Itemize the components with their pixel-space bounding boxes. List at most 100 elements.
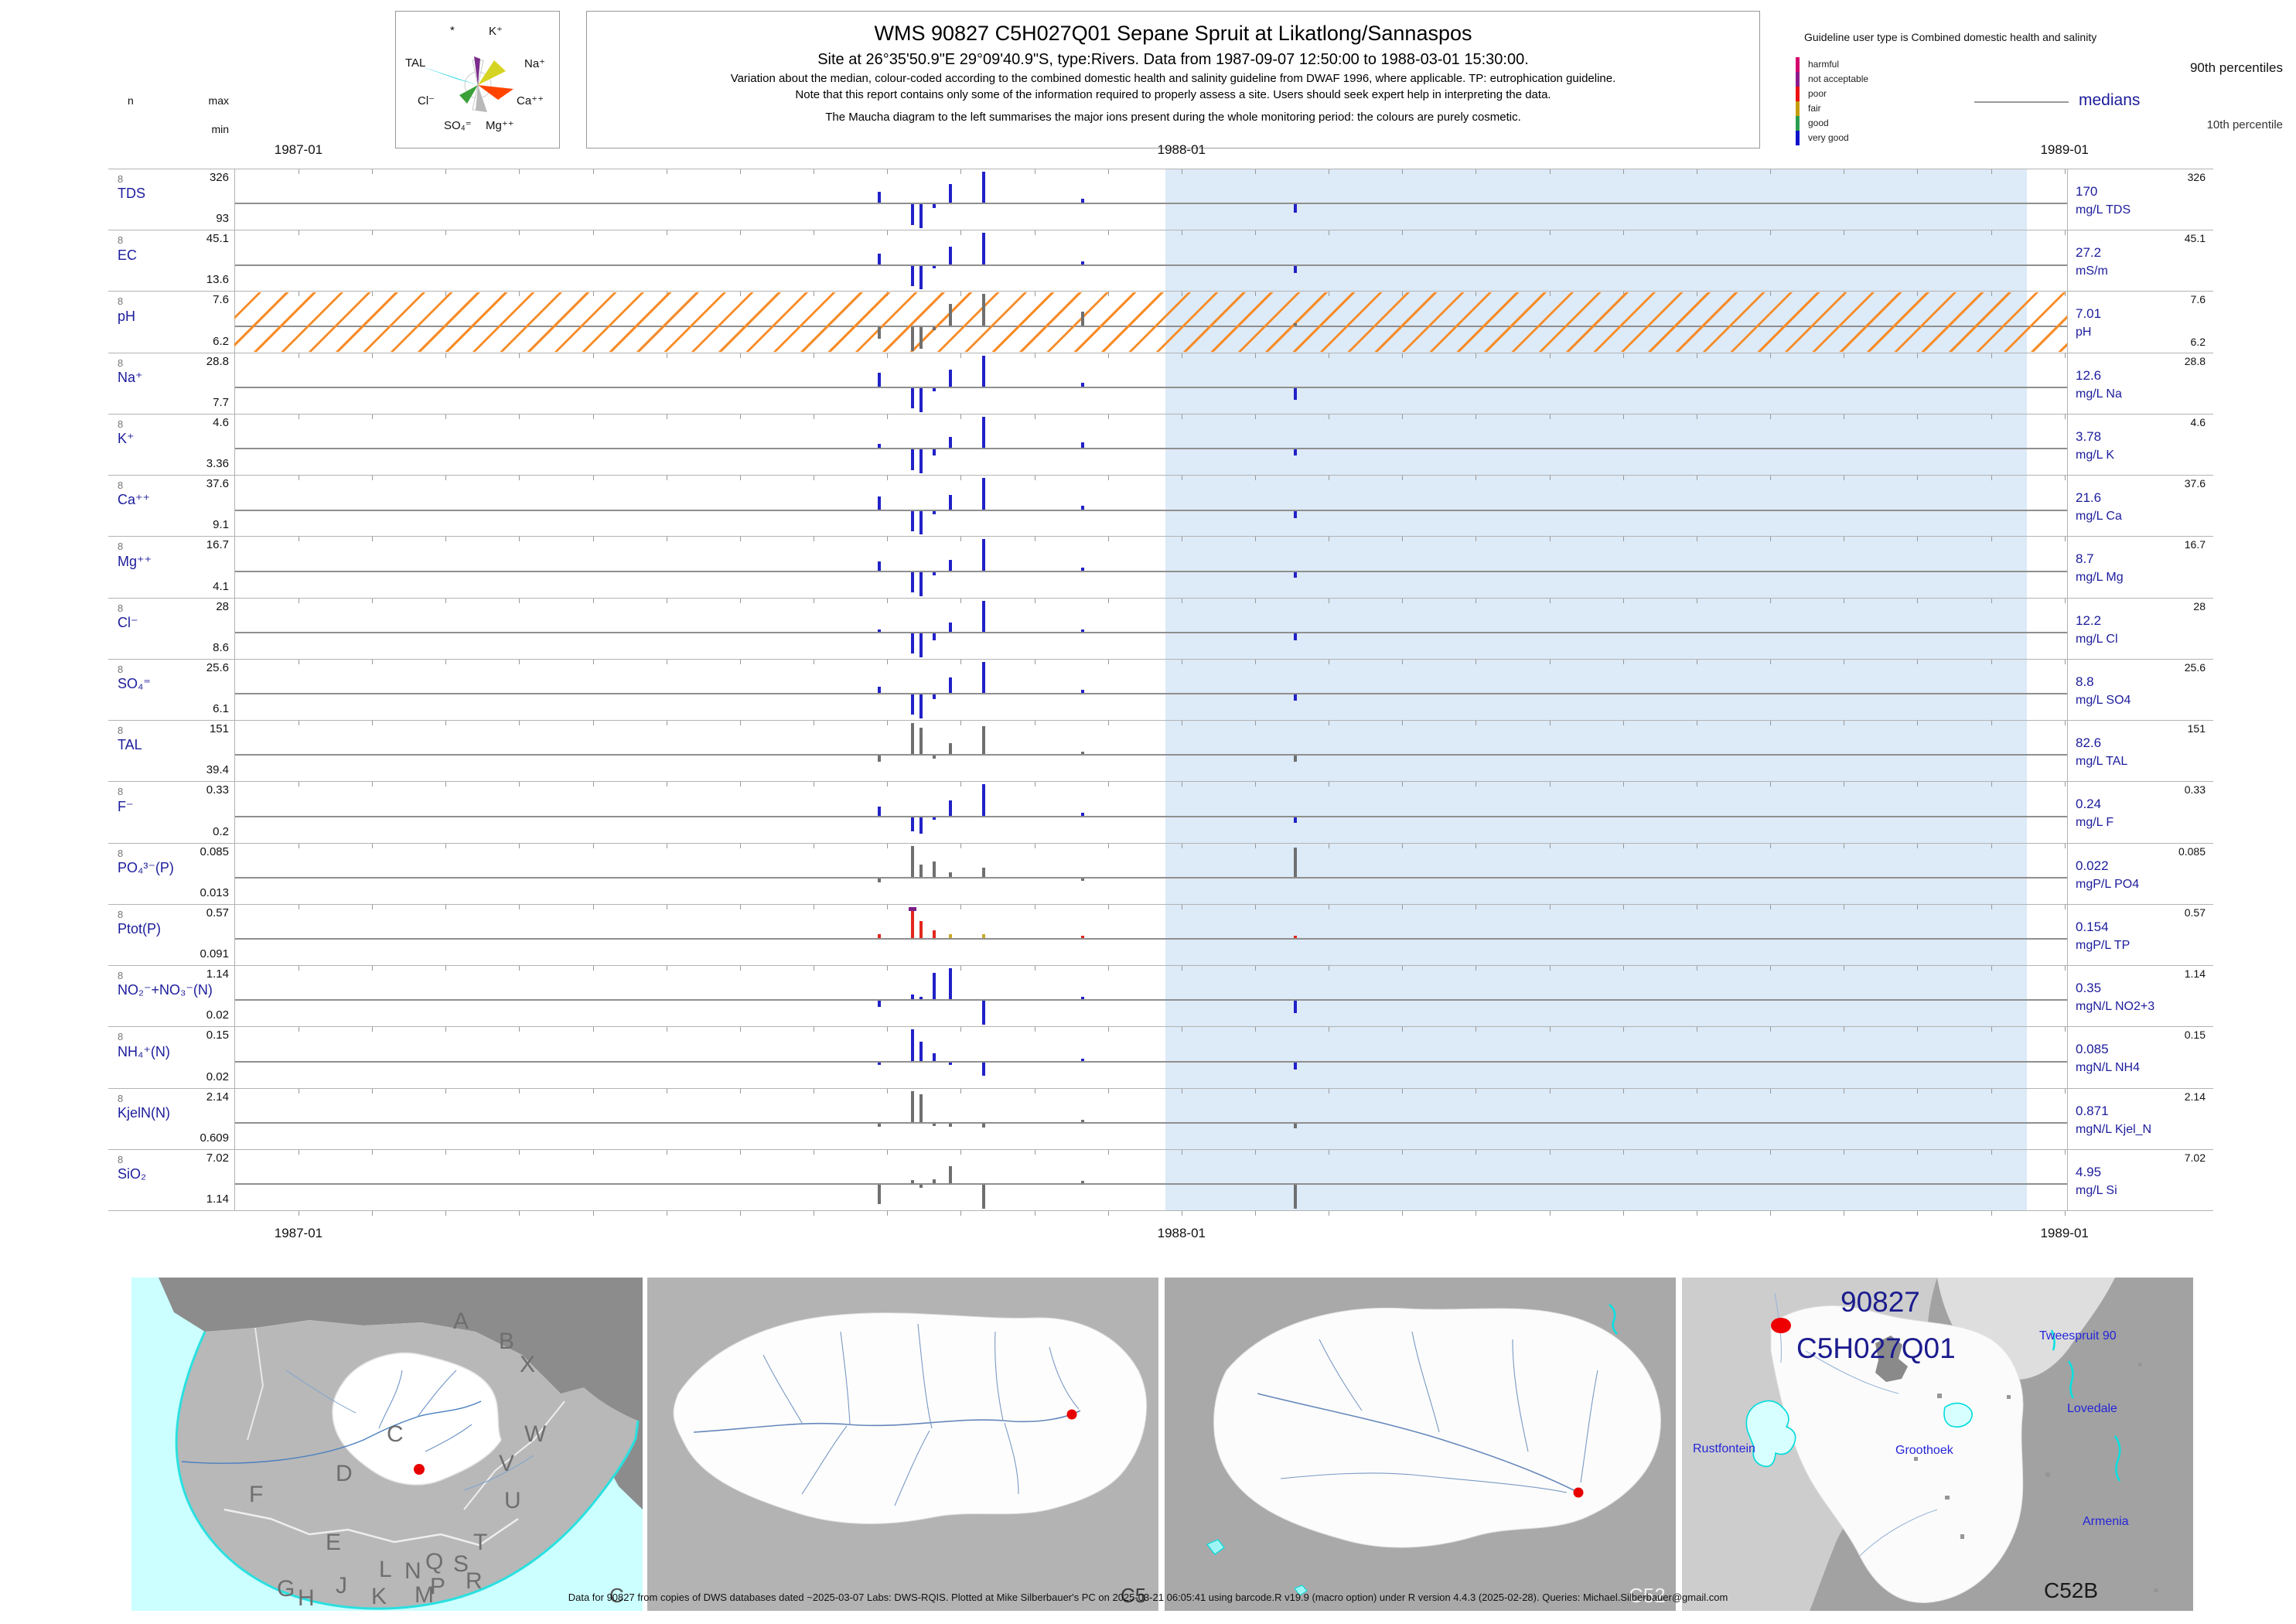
month-tick [1402,782,1404,787]
month-tick [592,1149,594,1155]
month-tick [739,782,741,787]
percentile-10-label: 10th percentile [2206,118,2283,131]
month-tick [1770,230,1772,236]
param-name: K⁺ [118,431,135,447]
row-divider [108,965,2213,967]
sample-count: 8 [118,725,124,737]
sample-bar [910,204,914,225]
month-tick [445,843,447,848]
month-tick [1402,169,1404,174]
month-tick [739,904,741,909]
map-quaternary-c52b-svg: 90827 C5H027Q01 C52B Tweespruit 90 Loveda… [1682,1278,2193,1611]
sample-bar [1080,505,1084,510]
row-max-right: 0.33 [2184,783,2206,797]
sample-bar [981,1123,985,1128]
month-tick [1770,1211,1772,1216]
month-tick [1991,904,1992,909]
col-header-n: n [128,94,134,107]
month-tick [1549,1027,1551,1032]
month-tick [1402,1088,1404,1093]
month-tick [960,1088,962,1093]
month-tick [960,230,962,236]
sample-bar [1293,1001,1297,1013]
sample-bar [949,369,953,387]
col-header-min: min [211,123,229,135]
month-tick [1917,353,1919,358]
sample-bar [1080,690,1084,694]
month-tick [887,414,889,419]
month-tick [1917,904,1919,909]
month-tick [1917,230,1919,236]
month-tick [519,1149,520,1155]
map3-corner-label: C52 [1629,1584,1666,1607]
month-tick [2064,1088,2066,1093]
month-tick [1107,904,1109,909]
report-subtitle: Site at 26°35'50.9"E 29°09'40.9"S, type:… [817,51,1529,68]
month-tick [1107,966,1109,971]
station-dot-icon [1573,1487,1584,1498]
guideline-class-label: very good [1808,132,1849,143]
month-tick [1254,598,1256,603]
month-tick [739,1149,741,1155]
month-tick [887,782,889,787]
sample-bar [1080,1181,1084,1184]
sample-bar [1293,694,1297,701]
sample-bar [981,478,985,510]
maucha-label-cl: Cl⁻ [418,94,435,107]
month-tick [372,843,374,848]
sample-bar [877,326,881,339]
row-max-right: 25.6 [2184,660,2206,674]
month-tick [1107,1211,1109,1216]
month-tick [1917,1211,1919,1216]
median-line [234,203,2067,205]
month-tick [445,721,447,726]
row-median: 12.6 [2076,367,2102,383]
sample-bar [919,204,923,229]
month-tick [1549,1149,1551,1155]
station-dot-icon [1771,1318,1791,1333]
row-divider [108,781,2213,783]
month-tick [1549,537,1551,542]
row-unit: mg/L Mg [2076,571,2124,585]
month-tick [1991,721,1992,726]
row-max: 16.7 [206,538,229,552]
month-tick [1107,598,1109,603]
month-tick [1254,966,1256,971]
month-tick [2064,966,2066,971]
month-tick [739,1088,741,1093]
month-tick [1254,1027,1256,1032]
month-tick [1549,230,1551,236]
sample-bar [1080,936,1084,939]
row-max: 151 [209,722,229,736]
month-tick [592,966,594,971]
sample-bar [877,444,881,449]
month-tick [372,169,374,174]
month-tick [1402,1027,1404,1032]
row-min: 7.7 [213,395,229,409]
month-tick [960,1027,962,1032]
month-tick [960,843,962,848]
drainage-region-letter: B [499,1329,514,1354]
row-median: 82.6 [2076,735,2102,751]
sample-bar [949,872,953,877]
percentile-90-label: 90th percentiles [2189,60,2283,75]
row-median: 0.022 [2076,858,2109,873]
month-tick [1622,1149,1624,1155]
month-tick [372,353,374,358]
drainage-region-letter: A [453,1308,469,1334]
sample-count: 8 [118,234,124,247]
sample-bar [949,437,953,449]
row-max: 0.085 [200,844,229,858]
month-tick [519,1088,520,1093]
row-median: 0.871 [2076,1103,2109,1118]
sample-bar [949,1062,953,1065]
month-tick [519,414,520,419]
month-tick [372,598,374,603]
sample-bar [949,622,953,633]
param-name: TAL [118,737,142,753]
month-tick [1107,476,1109,481]
month-tick [1770,598,1772,603]
month-tick [960,353,962,358]
month-tick [1549,1211,1551,1216]
month-tick [1549,476,1551,481]
